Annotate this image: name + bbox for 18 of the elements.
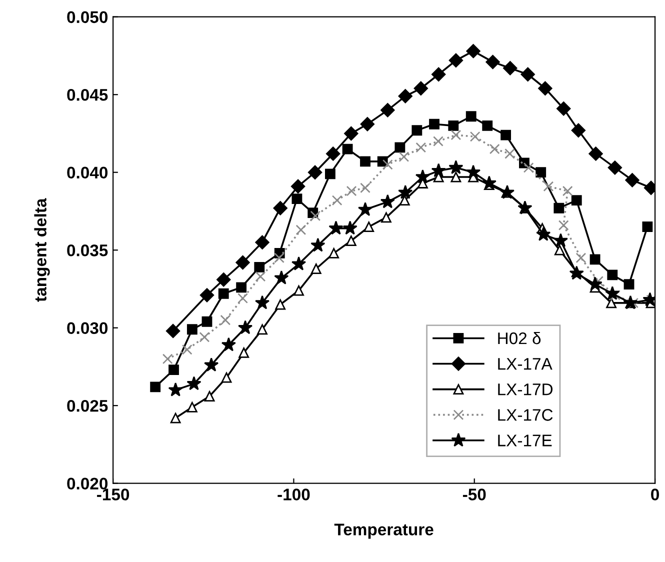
y-tick-label: 0.035 [67, 244, 108, 256]
legend-label: LX-17E [498, 434, 552, 446]
y-tick-label: 0.040 [67, 166, 108, 179]
y-tick-label: 0.050 [67, 11, 108, 24]
y-tick-label: 0.025 [67, 400, 108, 412]
y-tick-label: 0.020 [67, 478, 108, 490]
y-tick-label: 0.045 [67, 89, 108, 101]
x-tick-label: 0 [651, 488, 659, 500]
x-tick-label: -150 [97, 488, 130, 500]
legend-label: LX-17D [498, 384, 553, 396]
legend-label: H02 δ [498, 332, 541, 344]
x-axis-title: Temperature [334, 524, 434, 539]
legend-label: LX-17A [498, 358, 552, 370]
legend-label: LX-17C [498, 409, 553, 421]
y-tick-label: 0.030 [67, 322, 108, 334]
x-tick-label: -100 [278, 488, 310, 500]
x-tick-label: -50 [462, 488, 486, 500]
y-axis-title: tangent delta [34, 198, 50, 302]
